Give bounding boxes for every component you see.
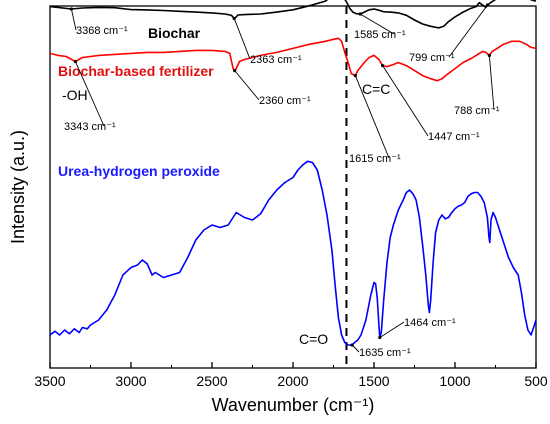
series-label-1: Biochar (148, 25, 201, 41)
peak-annotation: 3368 cm⁻¹ (76, 25, 128, 37)
peak-annotation: 1615 cm⁻¹ (349, 153, 401, 165)
annotation-arrow (234, 70, 260, 101)
peak-annotation: 1464 cm⁻¹ (404, 317, 456, 329)
annotation-arrow (488, 55, 495, 111)
x-tick-label: 2000 (277, 373, 308, 389)
annotation-arrow (70, 8, 77, 31)
peak-annotation: 1585 cm⁻¹ (354, 29, 406, 41)
annotation-arrowhead (233, 69, 237, 73)
x-axis-title: Wavenumber (cm⁻¹) (212, 395, 375, 415)
annotation-arrowhead (485, 3, 490, 7)
x-tick-label: 3500 (34, 373, 65, 389)
peak-annotation: 788 cm⁻¹ (454, 105, 500, 117)
annotation-arrowhead (350, 343, 354, 347)
peak-annotation: 1447 cm⁻¹ (428, 131, 480, 143)
annotation-arrow (354, 75, 390, 159)
series-line-1 (49, 0, 537, 29)
peak-annotation: 1635 cm⁻¹ (359, 347, 411, 359)
y-axis-title: Intensity (a.u.) (8, 130, 28, 244)
series-label-2: Biochar-based fertilizer (58, 63, 214, 79)
x-tick-label: 3000 (115, 373, 146, 389)
peak-annotation: C=O (299, 331, 328, 347)
annotation-arrow (379, 321, 405, 338)
annotation-arrowhead (380, 63, 385, 68)
x-ticks: 3500 3000 2500 2000 1500 1000 500 (34, 362, 548, 389)
annotation-arrow (233, 18, 251, 60)
annotation-arrowhead (232, 16, 236, 21)
peak-annotation: 2360 cm⁻¹ (259, 95, 311, 107)
annotation-arrow (75, 61, 105, 127)
peak-annotation: 3343 cm⁻¹ (64, 121, 116, 133)
peak-annotation: -OH (62, 87, 88, 103)
x-tick-label: 2500 (196, 373, 227, 389)
series-labels: Biochar Biochar-based fertilizer Urea-hydr… (58, 25, 220, 179)
series-line-3 (49, 160, 537, 346)
x-tick-label: 1500 (358, 373, 389, 389)
peak-annotation: C=C (362, 81, 390, 97)
annotation-arrowhead (73, 59, 78, 64)
peak-annotation: 799 cm⁻¹ (409, 52, 455, 64)
x-tick-label: 1000 (439, 373, 470, 389)
annotation-arrow (448, 4, 488, 58)
annotation-arrowhead (487, 53, 491, 58)
annotation-arrow (360, 13, 395, 35)
annotation-arrowhead (353, 74, 357, 78)
annotation-arrowhead (69, 7, 73, 11)
peak-annotation: 2363 cm⁻¹ (250, 54, 302, 66)
annotation-arrowhead (358, 12, 362, 16)
annotation-arrow (351, 344, 360, 353)
x-tick-label: 500 (524, 373, 548, 389)
series-label-3: Urea-hydrogen peroxide (58, 163, 220, 179)
annotation-arrow (382, 65, 429, 137)
annotation-arrowhead (378, 335, 382, 340)
